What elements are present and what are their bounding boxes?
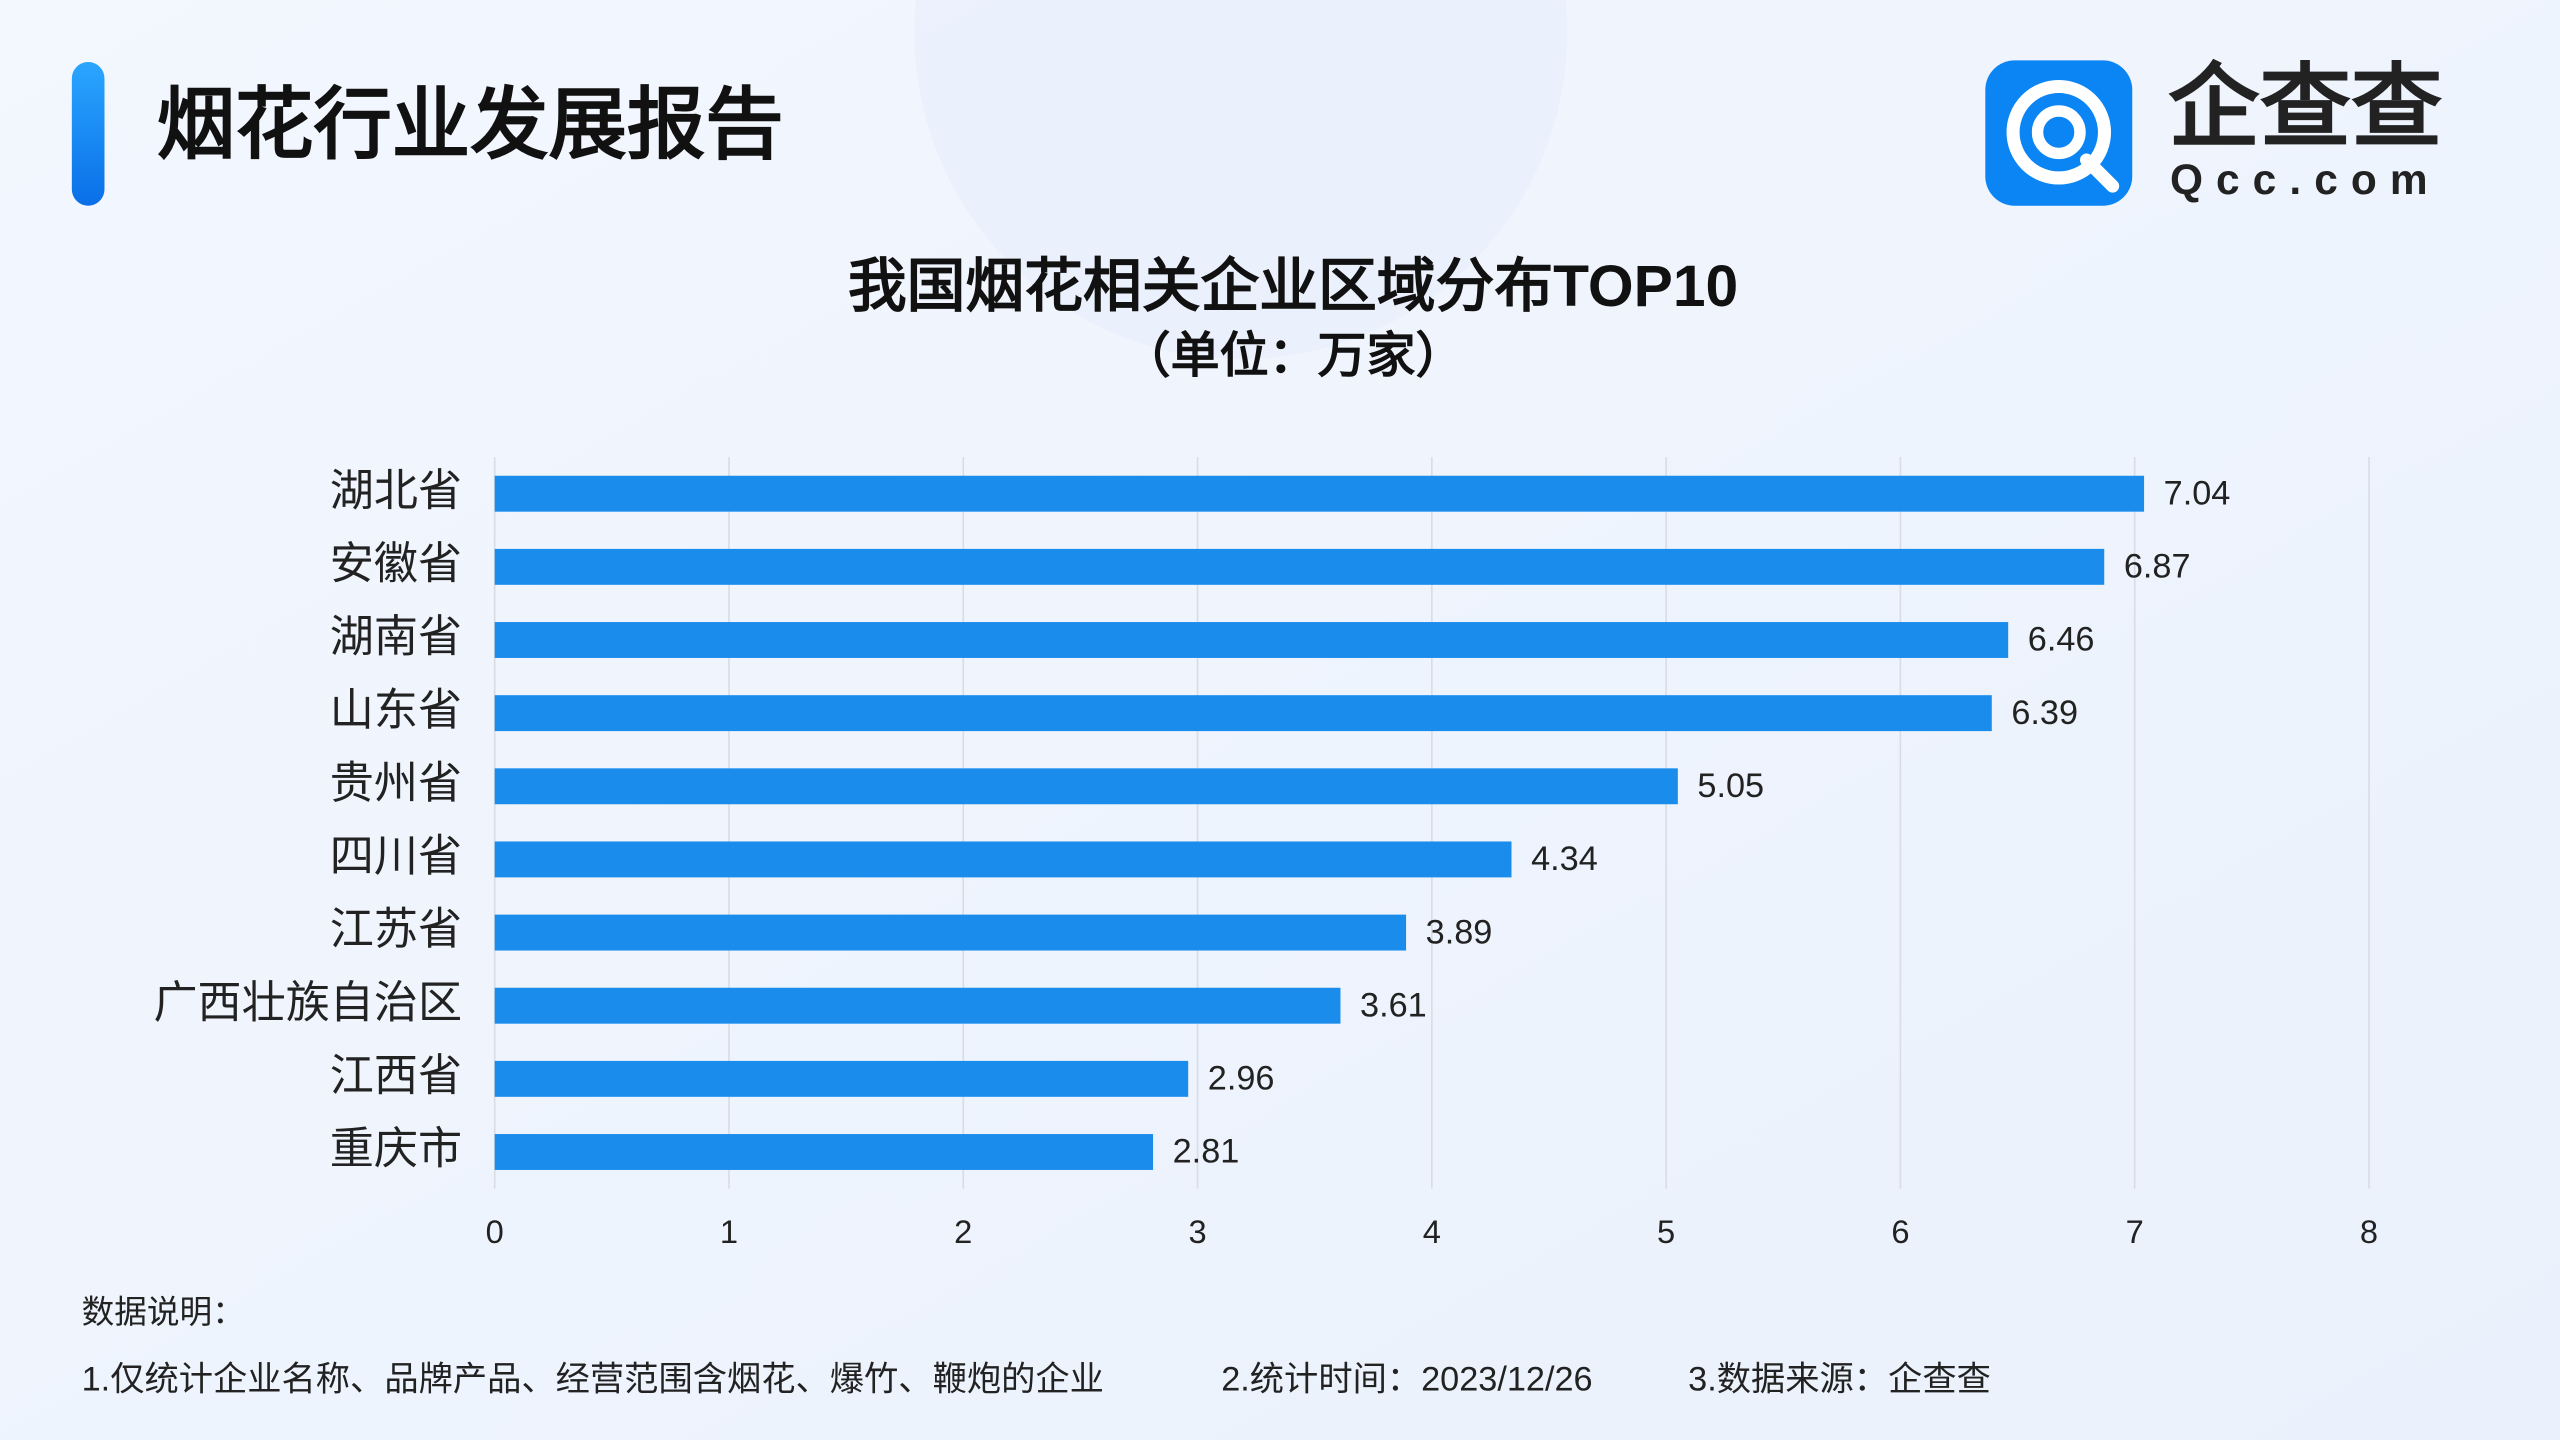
page-title: 烟花行业发展报告	[157, 80, 784, 168]
bar	[494, 1134, 1154, 1170]
plot: 0 1 2 3 4 5 6 7 8 湖北省 7.04 安徽省 6.87 湖南省 6.46 山东省 6.39 贵州省…	[153, 457, 2378, 1250]
bar	[494, 987, 1341, 1024]
decor-circle	[914, 0, 1568, 360]
value-label: 6.39	[2011, 694, 2078, 732]
x-tick-label: 3	[1188, 1213, 1206, 1250]
y-tick-label: 重庆市	[330, 1125, 462, 1174]
value-label: 7.04	[2164, 474, 2231, 512]
x-tick-label: 4	[1423, 1213, 1441, 1250]
bar	[494, 548, 2105, 585]
bar	[494, 695, 1992, 732]
logo-ring	[2006, 80, 2112, 185]
bar	[494, 1060, 1189, 1097]
value-label: 6.46	[2028, 621, 2095, 659]
note-item: 1.仅统计企业名称、品牌产品、经营范围含烟花、爆竹、鞭炮的企业	[82, 1360, 1104, 1398]
notes-heading: 数据说明：	[82, 1293, 245, 1330]
y-tick-label: 广西壮族自治区	[153, 978, 462, 1027]
chart-subtitle: （单位：万家）	[1122, 329, 1465, 383]
x-tick-label: 1	[720, 1213, 738, 1250]
bar	[494, 841, 1512, 878]
y-tick-label: 江苏省	[330, 905, 462, 954]
logo: 企查查 Qcc.com	[1985, 56, 2443, 206]
y-tick-label: 四川省	[330, 832, 462, 881]
value-label: 5.05	[1697, 767, 1764, 805]
logo-inner	[2031, 105, 2086, 160]
x-tick-label: 6	[1891, 1213, 1909, 1250]
bar	[494, 622, 2009, 658]
y-tick-label: 安徽省	[330, 539, 462, 588]
y-tick-label: 贵州省	[330, 759, 462, 808]
logo-domain: Qcc.com	[2170, 156, 2441, 203]
logo-handle	[2080, 153, 2120, 193]
logo-name: 企查查	[2168, 56, 2443, 158]
y-tick-label: 山东省	[330, 686, 462, 735]
value-label: 3.61	[1360, 986, 1427, 1024]
y-tick-label: 湖南省	[330, 613, 462, 662]
x-tick-label: 5	[1657, 1213, 1675, 1250]
note-item: 3.数据来源：企查查	[1688, 1360, 1991, 1398]
x-tick-label: 2	[954, 1213, 972, 1250]
value-label: 6.87	[2124, 548, 2191, 586]
bar	[494, 768, 1678, 805]
x-tick-label: 8	[2360, 1213, 2378, 1250]
value-label: 2.96	[1208, 1060, 1275, 1098]
note-item: 2.统计时间：2023/12/26	[1221, 1360, 1592, 1398]
chart-title: 我国烟花相关企业区域分布TOP10	[848, 254, 1738, 319]
value-label: 2.81	[1173, 1133, 1240, 1171]
x-tick-label: 7	[2126, 1213, 2144, 1250]
bar	[494, 914, 1407, 951]
y-tick-label: 湖北省	[330, 466, 462, 515]
value-label: 3.89	[1426, 913, 1493, 951]
value-label: 4.34	[1531, 840, 1598, 878]
x-tick-label: 0	[486, 1213, 504, 1250]
y-tick-label: 江西省	[330, 1051, 462, 1100]
title-accent	[71, 62, 105, 206]
bar	[494, 475, 2145, 512]
